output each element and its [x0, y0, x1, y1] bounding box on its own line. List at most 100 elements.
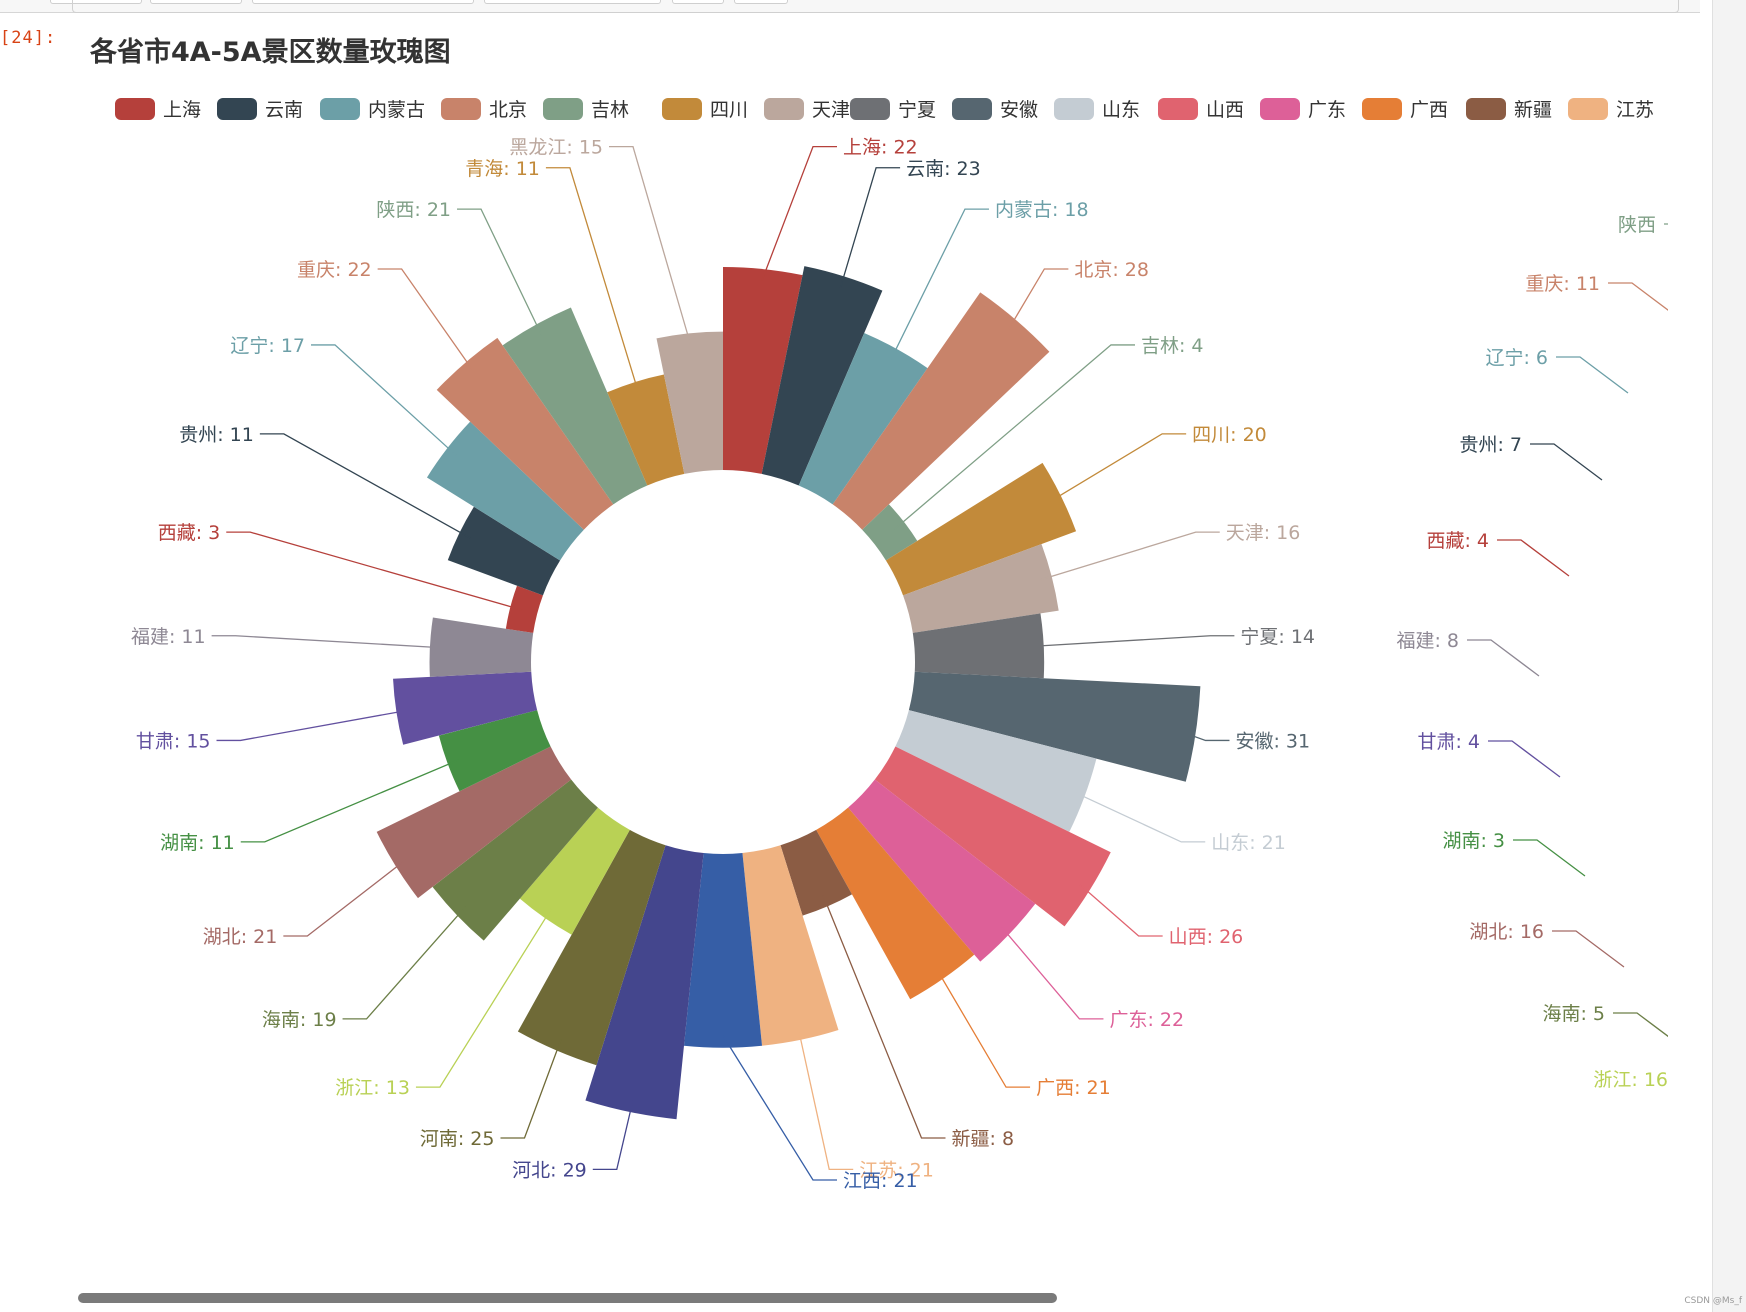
legend-item[interactable]: 天津 [764, 98, 850, 121]
label-leader-line [211, 635, 442, 649]
legend-swatch [1260, 98, 1300, 120]
legend-label: 新疆 [1514, 99, 1552, 121]
legend-item[interactable]: 内蒙古 [320, 98, 425, 121]
rose-petal[interactable] [848, 779, 1036, 962]
label-leader-line [890, 208, 989, 360]
rose-petal[interactable] [683, 853, 763, 1048]
data-label: 广西: 21 [1036, 1077, 1111, 1099]
rose-petal[interactable] [832, 292, 1050, 530]
data-label: 安徽: 31 [1235, 730, 1310, 752]
legend-item[interactable]: 山西 [1158, 98, 1244, 121]
data-label: 吉林: 4 [1141, 335, 1204, 357]
second-chart-label: 贵州: 7 [1459, 434, 1522, 456]
rose-petal[interactable] [885, 462, 1077, 596]
cell-output-frame [72, 0, 1679, 13]
rose-petal[interactable] [607, 374, 685, 486]
legend-item[interactable]: 安徽 [952, 98, 1038, 121]
toolbar-dropdown[interactable] [484, 0, 661, 4]
toolbar-button[interactable] [50, 0, 142, 4]
legend-item[interactable]: 上海 [115, 98, 201, 121]
label-leader-line [259, 433, 471, 539]
second-chart-label: 重庆: 11 [1525, 273, 1600, 295]
legend-label: 云南 [265, 99, 303, 121]
rose-petal[interactable] [656, 331, 723, 474]
rose-petal[interactable] [780, 829, 852, 916]
toolbar-button[interactable] [150, 0, 242, 4]
label-leader-line [415, 907, 553, 1088]
rose-petal[interactable] [376, 746, 572, 899]
label-leader-line [894, 344, 1135, 530]
rose-petal[interactable] [895, 710, 1097, 832]
rose-petal[interactable] [761, 266, 883, 486]
data-label: 天津: 16 [1226, 522, 1301, 544]
rose-petal[interactable] [426, 421, 584, 561]
legend-label: 内蒙古 [368, 99, 425, 121]
rose-petal[interactable] [517, 829, 666, 1066]
legend-item[interactable]: 四川 [662, 98, 748, 121]
legend-item[interactable]: 江苏 [1568, 98, 1654, 121]
second-chart-leader-line [1556, 356, 1629, 394]
horizontal-scrollbar[interactable] [72, 1290, 1672, 1306]
rose-petal[interactable] [723, 267, 803, 474]
legend-label: 北京 [489, 99, 527, 121]
legend-item[interactable]: 宁夏 [850, 98, 936, 121]
rose-petal[interactable] [447, 506, 561, 596]
toolbar-button[interactable] [734, 0, 788, 4]
label-leader-line [1007, 268, 1069, 330]
legend-item[interactable]: 吉林 [543, 98, 629, 121]
label-leader-line [500, 1039, 562, 1139]
legend-item[interactable]: 云南 [217, 98, 303, 121]
legend-swatch [1158, 98, 1198, 120]
data-label: 云南: 23 [906, 158, 981, 180]
legend-swatch [543, 98, 583, 120]
rose-petal[interactable] [903, 544, 1059, 633]
label-leader-line [283, 859, 407, 937]
label-leader-line [1031, 635, 1235, 647]
chart-legend[interactable]: 上海 云南 内蒙古 北京 吉林 四川 天津 宁夏 安徽 山东 山西 广东 广西 新疆 江苏 [115, 98, 1654, 121]
legend-item[interactable]: 北京 [441, 98, 527, 121]
rose-petal[interactable] [519, 807, 630, 935]
toolbar-button[interactable] [252, 0, 474, 4]
rose-petal[interactable] [874, 746, 1111, 927]
rose-petal[interactable] [912, 613, 1045, 679]
label-leader-line [342, 906, 466, 1020]
data-label: 重庆: 22 [297, 259, 372, 281]
rose-petal[interactable] [393, 671, 538, 745]
legend-swatch [1362, 98, 1402, 120]
legend-label: 宁夏 [898, 99, 936, 121]
legend-item[interactable]: 广东 [1260, 98, 1346, 121]
rose-petal[interactable] [798, 332, 928, 505]
data-label: 河南: 25 [420, 1128, 495, 1150]
legend-item[interactable]: 山东 [1054, 98, 1140, 121]
rose-petal[interactable] [862, 504, 918, 561]
second-chart-leader-line [1676, 1079, 1712, 1115]
rose-petal[interactable] [429, 617, 534, 677]
rose-petal[interactable] [816, 807, 975, 1000]
rose-petal[interactable] [585, 845, 704, 1120]
second-chart-label: 海南: 5 [1542, 1003, 1605, 1025]
data-label: 辽宁: 17 [230, 335, 305, 357]
label-leader-line [216, 709, 409, 742]
legend-item[interactable]: 新疆 [1466, 98, 1552, 121]
rose-petal[interactable] [908, 671, 1201, 782]
scrollbar-thumb[interactable] [78, 1293, 1057, 1303]
data-label: 广东: 22 [1109, 1009, 1184, 1031]
rose-petal[interactable] [436, 337, 614, 530]
legend-item[interactable]: 广西 [1362, 98, 1448, 121]
legend-swatch [764, 98, 804, 120]
rose-petal[interactable] [742, 845, 839, 1046]
label-leader-line [761, 146, 837, 282]
data-label: 上海: 22 [843, 137, 918, 159]
rose-petal[interactable] [432, 779, 598, 941]
legend-label: 广西 [1410, 99, 1448, 121]
second-chart-leader-line [1530, 443, 1603, 481]
rose-petal[interactable] [505, 585, 543, 633]
rose-petal[interactable] [438, 710, 551, 792]
second-chart-label: 陕西 [1618, 214, 1656, 236]
legend-label: 江苏 [1616, 99, 1654, 121]
data-label: 甘肃: 15 [136, 730, 211, 752]
toolbar-button[interactable] [672, 0, 724, 4]
rose-petal[interactable] [502, 307, 648, 505]
label-leader-line [609, 146, 692, 346]
label-leader-line [839, 167, 901, 288]
